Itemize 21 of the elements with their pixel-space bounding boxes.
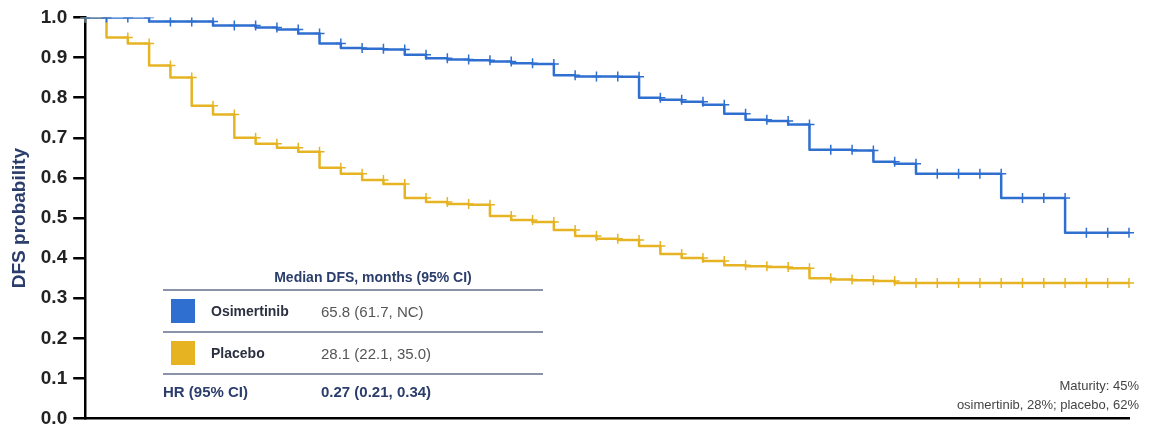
- legend-label: Placebo: [210, 345, 266, 361]
- annotation: Maturity: 45%: [1058, 377, 1139, 395]
- y-tick-label: 0.9: [40, 45, 68, 67]
- y-axis-title: DFS probability: [7, 147, 29, 289]
- legend-label: Osimertinib: [210, 303, 290, 319]
- y-tick-label: 0.7: [40, 125, 68, 147]
- y-tick-label: 0.3: [40, 286, 68, 308]
- y-tick-label: 0.8: [40, 85, 68, 107]
- y-tick-label: 0.5: [40, 206, 68, 228]
- y-tick-label: 0.6: [40, 166, 68, 188]
- annotation: osimertinib, 28%; placebo, 62%: [956, 396, 1139, 414]
- annotation: HR (95% CI): [163, 383, 249, 400]
- y-tick-label: 0.0: [40, 406, 68, 428]
- y-tick-label: 0.4: [40, 246, 68, 268]
- legend-title: Median DFS, months (95% CI): [273, 269, 473, 285]
- y-tick-label: 0.2: [40, 326, 68, 348]
- annotation: 28.1 (22.1, 35.0): [321, 344, 432, 362]
- annotation: 0.27 (0.21, 0.34): [321, 383, 432, 400]
- y-tick-label: 0.1: [40, 366, 68, 388]
- annotation: 65.8 (61.7, NC): [321, 302, 424, 320]
- y-tick-label: 1.0: [40, 5, 68, 27]
